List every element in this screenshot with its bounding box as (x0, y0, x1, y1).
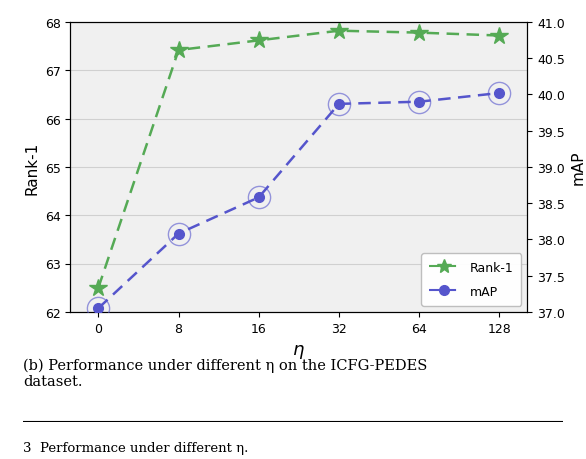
Rank-1 (255, 39, 263, 44)
mAP (335, 102, 342, 107)
X-axis label: η: η (293, 340, 305, 358)
Rank-1 (415, 31, 423, 36)
mAP (255, 195, 263, 201)
mAP (415, 100, 423, 105)
mAP (175, 231, 182, 237)
Y-axis label: Rank-1: Rank-1 (24, 141, 39, 194)
Text: 3  Performance under different η.: 3 Performance under different η. (23, 441, 249, 453)
mAP (95, 306, 102, 311)
Legend: Rank-1, mAP: Rank-1, mAP (421, 254, 521, 306)
Y-axis label: mAP: mAP (571, 150, 585, 185)
Rank-1 (95, 285, 102, 291)
Rank-1 (175, 48, 182, 54)
mAP (496, 91, 503, 96)
Line: mAP: mAP (94, 89, 504, 313)
Rank-1 (335, 29, 342, 34)
Rank-1 (496, 34, 503, 39)
Line: Rank-1: Rank-1 (89, 22, 509, 297)
Text: (b) Performance under different η on the ICFG-PEDES
dataset.: (b) Performance under different η on the… (23, 358, 428, 389)
